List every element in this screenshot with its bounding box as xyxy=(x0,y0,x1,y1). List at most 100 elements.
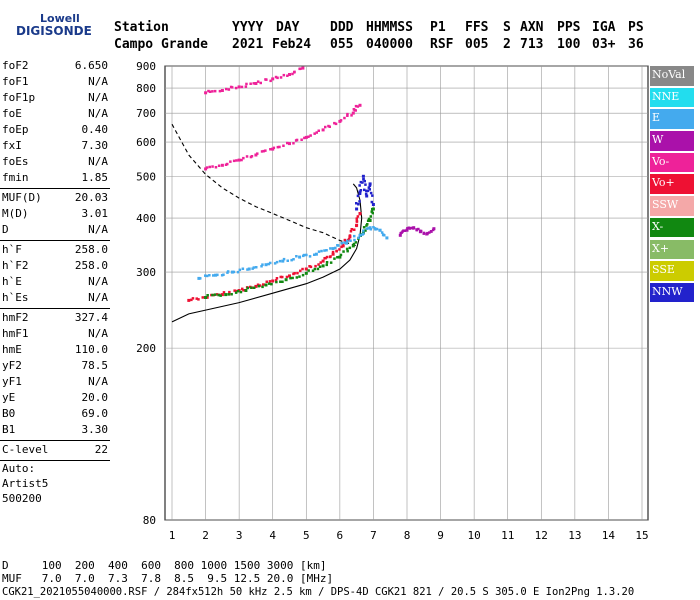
header-value: RSF xyxy=(430,37,454,52)
param-value: 110.0 xyxy=(74,343,108,356)
footer-distance-line: D 100 200 400 600 800 1000 1500 3000 [km… xyxy=(2,559,327,572)
param-value: N/A xyxy=(88,91,108,104)
param-row: B1 3.30 xyxy=(0,422,112,438)
echo-point xyxy=(352,108,356,111)
param-name: hmF1 xyxy=(2,327,29,340)
param-value: 69.0 xyxy=(81,407,109,420)
echo-point xyxy=(308,265,311,268)
echo-point xyxy=(282,73,286,77)
echo-point xyxy=(334,122,338,126)
echo-point xyxy=(304,135,308,139)
param-row: foF2 6.650 xyxy=(0,58,112,74)
echo-point xyxy=(339,119,343,122)
legend-entry: SSW xyxy=(650,196,694,216)
echo-point xyxy=(222,273,225,276)
echo-point xyxy=(236,270,240,274)
param-name: foF1 xyxy=(2,75,29,88)
echo-point xyxy=(385,236,389,240)
echo-point xyxy=(348,246,352,250)
echo-point xyxy=(290,258,293,262)
echo-point xyxy=(363,188,366,192)
echo-point xyxy=(256,80,260,83)
echo-point xyxy=(234,289,238,293)
echo-point xyxy=(363,179,366,183)
echo-point xyxy=(205,166,209,169)
param-value: 258.0 xyxy=(74,259,108,272)
echo-point xyxy=(307,135,310,138)
param-value: 7.30 xyxy=(81,139,109,152)
echo-point xyxy=(262,149,265,153)
echo-point xyxy=(371,203,375,206)
echo-point xyxy=(271,279,275,283)
echo-point xyxy=(197,276,201,280)
x-tick-label: 6 xyxy=(337,529,344,542)
echo-point xyxy=(349,230,353,233)
echo-point xyxy=(226,162,229,166)
echo-point xyxy=(291,72,294,76)
echo-point xyxy=(370,210,373,213)
echo-point xyxy=(321,259,325,263)
echo-point xyxy=(207,89,210,93)
echo-point xyxy=(317,250,321,253)
header-label: P1 xyxy=(430,20,446,35)
header-label: PS xyxy=(628,20,644,35)
echo-point xyxy=(302,253,306,257)
param-row: foEp 0.40 xyxy=(0,122,112,138)
echo-point xyxy=(340,242,343,245)
param-row: C-level 22 xyxy=(0,442,112,458)
x-tick-label: 13 xyxy=(568,529,581,542)
echo-point xyxy=(320,249,323,253)
echo-point xyxy=(299,269,302,273)
legend-entry: X+ xyxy=(650,239,694,259)
echo-point xyxy=(298,275,301,278)
echo-point xyxy=(383,234,386,237)
echo-point xyxy=(371,211,374,215)
echo-point xyxy=(270,282,273,286)
digisonde-logo: Lowell DIGISONDE xyxy=(4,6,104,46)
x-tick-label: 10 xyxy=(468,529,481,542)
legend-entry: NNW xyxy=(650,282,694,303)
echo-point xyxy=(206,294,209,297)
echo-point xyxy=(286,74,289,77)
echo-point xyxy=(358,212,362,215)
echo-point xyxy=(238,268,242,272)
echo-point xyxy=(350,114,353,117)
echo-point xyxy=(227,293,230,296)
header-label: AXN xyxy=(520,20,544,35)
param-value: 0.40 xyxy=(81,123,109,136)
echo-point xyxy=(412,227,415,230)
echo-point xyxy=(272,146,276,150)
echo-point xyxy=(292,258,295,261)
echo-point xyxy=(370,200,374,204)
legend-entry: Vo+ xyxy=(650,174,694,194)
echo-point xyxy=(293,272,296,275)
echo-point xyxy=(273,262,277,265)
echo-point xyxy=(356,215,360,218)
echo-point xyxy=(353,238,356,242)
header-value: 005 xyxy=(465,37,489,52)
param-row: h`F2 258.0 xyxy=(0,258,112,274)
echo-point xyxy=(288,73,291,76)
echo-point xyxy=(355,219,359,223)
echo-point xyxy=(214,166,218,169)
param-row: MUF(D) 20.03 xyxy=(0,190,112,206)
echo-point xyxy=(219,294,222,297)
echo-point xyxy=(274,75,278,79)
param-value: 3.30 xyxy=(81,423,109,436)
echo-point xyxy=(240,85,244,89)
echo-point xyxy=(355,202,358,205)
echo-point xyxy=(220,163,224,167)
echo-point xyxy=(365,189,368,193)
echo-point xyxy=(351,244,355,248)
legend-entry: E xyxy=(650,109,694,129)
param-value: N/A xyxy=(88,223,108,236)
param-row: foE N/A xyxy=(0,106,112,122)
echo-point xyxy=(246,268,249,271)
param-row: D N/A xyxy=(0,222,112,238)
y-tick-label: 600 xyxy=(136,136,156,149)
param-value: N/A xyxy=(88,107,108,120)
y-tick-label: 200 xyxy=(136,342,156,355)
echo-point xyxy=(265,280,268,283)
echo-point xyxy=(215,293,219,296)
echo-point xyxy=(346,249,349,253)
